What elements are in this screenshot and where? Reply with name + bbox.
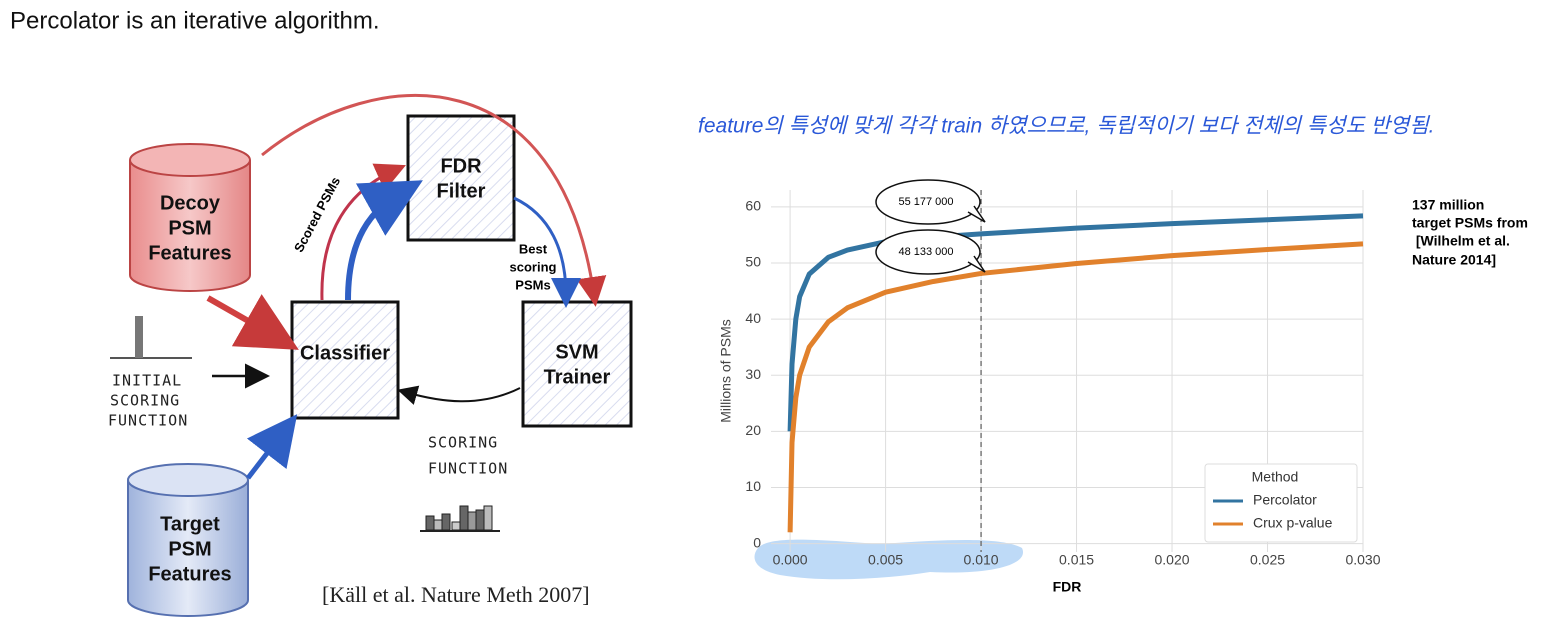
edge-label: FUNCTION — [108, 412, 188, 430]
diagram: Decoy PSM Features Target PSM Features F… — [108, 94, 633, 617]
side-note: [Wilhelm et al. — [1412, 233, 1510, 249]
x-tick-label: 0.025 — [1250, 552, 1285, 568]
edge-label: Scored PSMs — [291, 174, 343, 254]
edge-label: PSMs — [515, 277, 550, 292]
arrow — [513, 196, 581, 308]
x-tick-label: 0.030 — [1345, 552, 1380, 568]
legend-title: Method — [1252, 469, 1299, 485]
citation: [Käll et al. Nature Meth 2007] — [322, 582, 590, 607]
edge-label: scoring — [510, 259, 557, 274]
arrow — [246, 414, 298, 480]
callout-bubble — [875, 229, 981, 275]
y-axis-label: Millions of PSMs — [718, 319, 734, 422]
edge-label: SCORING — [428, 434, 498, 452]
x-tick-label: 0.005 — [868, 552, 903, 568]
x-axis-label: FDR — [1053, 579, 1082, 595]
arrow — [261, 94, 607, 307]
callout-tail — [967, 255, 986, 273]
node-label: PSM — [168, 217, 211, 239]
arrow — [397, 385, 521, 405]
series-line — [787, 213, 1364, 432]
y-tick-label: 50 — [745, 254, 761, 270]
y-tick-label: 10 — [745, 478, 761, 494]
callout-bubble — [875, 179, 981, 225]
legend-label: Percolator — [1253, 492, 1317, 508]
y-tick-label: 20 — [745, 422, 761, 438]
node-label: Features — [148, 563, 231, 585]
callout-tail — [967, 205, 986, 223]
node-label: Decoy — [160, 192, 221, 214]
side-note: 137 million — [1412, 197, 1484, 213]
target-cylinder — [127, 480, 249, 617]
node-label: Classifier — [300, 342, 390, 364]
classifier-box — [290, 300, 400, 420]
svm-box — [521, 300, 633, 428]
y-tick-label: 30 — [745, 366, 761, 382]
side-note: Nature 2014] — [1412, 252, 1496, 268]
edge-label: FUNCTION — [428, 460, 508, 478]
handwritten-note: feature의 특성에 맞게 각각 train 하였으므로, 독립적이기 보다… — [698, 115, 1435, 138]
x-tick-label: 0.000 — [773, 552, 808, 568]
scoring-function-icon — [420, 505, 500, 532]
series-line — [787, 241, 1364, 533]
node-label: Target — [160, 513, 220, 535]
fdr-filter-box — [406, 114, 516, 242]
decoy-cylinder — [129, 160, 251, 292]
edge-label: Best — [519, 241, 548, 256]
edge-label: INITIAL — [112, 372, 182, 390]
target-cylinder-top — [127, 463, 249, 497]
node-label: PSM — [168, 538, 211, 560]
y-tick-label: 0 — [753, 534, 761, 550]
decoy-cylinder-top — [129, 143, 251, 177]
arrow — [320, 163, 406, 301]
callout-label: 55 177 000 — [898, 196, 953, 208]
callout-label: 48 133 000 — [898, 246, 953, 258]
legend-label: Crux p-value — [1253, 515, 1333, 531]
y-tick-label: 40 — [745, 310, 761, 326]
side-note: target PSMs from — [1412, 215, 1528, 231]
initial-function-icon — [110, 316, 192, 359]
node-label: Filter — [437, 180, 486, 202]
x-tick-label: 0.010 — [964, 552, 999, 568]
highlight-scribble — [754, 539, 1024, 580]
arrow — [206, 294, 299, 350]
slide-title: Percolator is an iterative algorithm. — [10, 7, 380, 34]
node-label: Trainer — [544, 366, 611, 388]
node-label: FDR — [440, 155, 482, 177]
edge-label: SCORING — [110, 392, 180, 410]
x-tick-label: 0.015 — [1059, 552, 1094, 568]
node-label: SVM — [555, 341, 598, 363]
y-tick-label: 60 — [745, 198, 761, 214]
chart: 0 10 20 30 40 50 60 0.000 0.005 0.010 0.015 0.020 0.… — [718, 179, 1381, 595]
arrow — [345, 180, 423, 301]
node-label: Features — [148, 242, 231, 264]
x-tick-label: 0.020 — [1155, 552, 1190, 568]
